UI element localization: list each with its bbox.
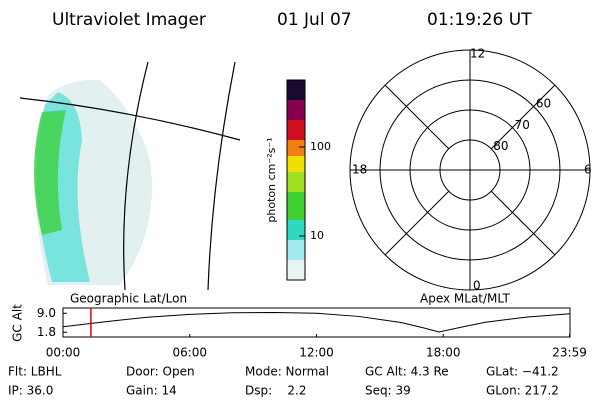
colorbar-tick-label: 10 <box>310 229 324 242</box>
mlt-label: 12 <box>470 47 485 61</box>
lat-label: 70 <box>515 118 530 132</box>
altitude-line <box>62 311 571 333</box>
x-tick-label: 06:00 <box>172 346 207 360</box>
status-field: GC Alt: 4.3 Re <box>365 365 449 379</box>
status-field: GLat: −41.2 <box>486 365 559 379</box>
lat-label: 80 <box>493 139 508 153</box>
x-tick-label: 00:00 <box>46 346 81 360</box>
status-field: Flt: LBHL <box>8 365 62 379</box>
left-label: Geographic Lat/Lon <box>70 292 187 306</box>
status-field: IP: 36.0 <box>8 384 53 398</box>
altitude-plot: GC Alt Geographic Lat/Lon Apex MLat/MLT … <box>11 292 587 360</box>
mlt-spoke <box>490 190 556 256</box>
mlt-label: 18 <box>352 163 367 177</box>
status-field: Seq: 39 <box>365 384 411 398</box>
status-field: Dsp: 2.2 <box>245 384 307 398</box>
colorbar: photon cm⁻²s⁻¹ 100 10 <box>265 79 331 281</box>
y-tick-label: 9.0 <box>37 306 56 320</box>
auroral-image <box>19 61 241 291</box>
mlt-spoke <box>384 84 450 150</box>
x-tick-label: 23:59 <box>552 346 587 360</box>
mlt-label: 0 <box>473 279 481 293</box>
colorbar-label: photon cm⁻²s⁻¹ <box>265 137 278 222</box>
x-tick-label: 12:00 <box>299 346 334 360</box>
time: 01:19:26 UT <box>427 10 532 30</box>
y-axis-label: GC Alt <box>11 304 25 342</box>
y-tick-label: 1.8 <box>37 325 56 339</box>
colorbar-tick-label: 100 <box>310 140 331 153</box>
x-tick-label: 18:00 <box>426 346 461 360</box>
date: 01 Jul 07 <box>277 10 352 30</box>
title: Ultraviolet Imager <box>52 10 206 30</box>
status-field: Door: Open <box>126 365 195 379</box>
lat-label: 60 <box>536 97 551 111</box>
mlt-spoke <box>490 84 556 150</box>
footer: Flt: LBHL Door: Open Mode: Normal GC Alt: 4… <box>8 365 559 398</box>
status-field: Gain: 14 <box>126 384 177 398</box>
mlt-spoke <box>384 190 450 256</box>
status-field: GLon: 217.2 <box>486 384 559 398</box>
status-field: Mode: Normal <box>245 365 329 379</box>
right-label: Apex MLat/MLT <box>420 292 510 306</box>
mlt-label: 6 <box>584 163 592 177</box>
